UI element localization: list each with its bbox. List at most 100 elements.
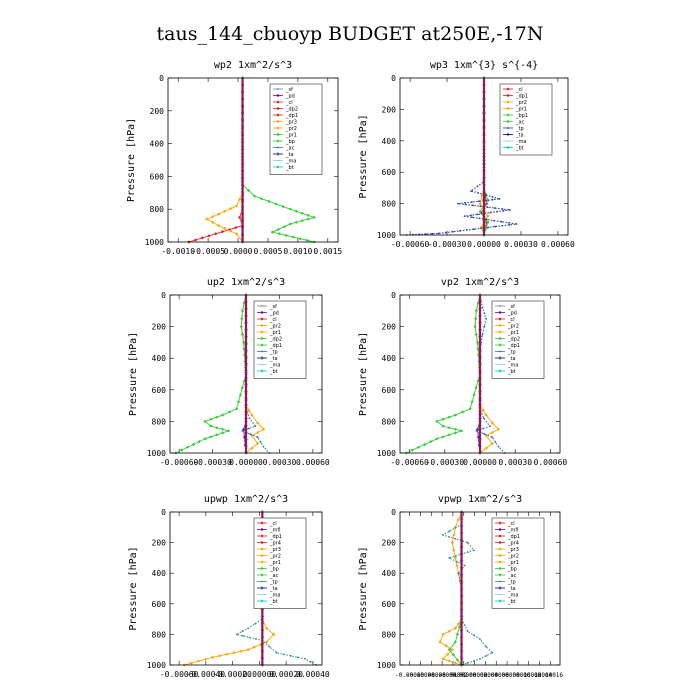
series-point: [281, 204, 285, 209]
series-point: [453, 661, 457, 665]
series-point: [476, 301, 480, 305]
series-point: [211, 220, 215, 224]
legend-label: _ma: [285, 159, 296, 165]
x-tick-label: -0.00020: [213, 670, 252, 679]
series-point: [250, 446, 254, 450]
y-tick-label: 200: [152, 539, 167, 548]
legend: _cl_mfl_dp1_pr4_pr3_pr2_pr1_bp_ac_tp_ta_…: [491, 517, 545, 609]
series-point: [254, 425, 257, 428]
legend-label: _bt: [269, 599, 278, 605]
series-point: [497, 445, 500, 448]
legend-marker: [260, 369, 264, 373]
series-point: [196, 659, 201, 663]
legend-label: _pr2: [285, 126, 297, 132]
series-point: [481, 306, 484, 309]
series-point: [242, 379, 246, 383]
series-point: [441, 417, 445, 421]
legend-label: _tp: [507, 350, 516, 356]
series-point: [476, 213, 479, 216]
legend-marker: [260, 547, 264, 551]
x-tick-label: 0.00000: [229, 458, 263, 467]
legend-marker: [276, 119, 280, 124]
series-point: [447, 415, 451, 419]
series-point: [240, 386, 244, 390]
series-point: [453, 427, 457, 431]
series-point: [448, 535, 451, 538]
series-point: [274, 202, 278, 206]
panel-title: up2 1xm^2/s^3: [207, 277, 285, 288]
series-point: [453, 626, 457, 630]
series-point: [450, 648, 454, 652]
legend-marker: [276, 106, 280, 111]
series-point: [312, 215, 316, 219]
legend-label: _dp2: [269, 337, 282, 343]
panel-1: wp2 1xm^2/s^3 Pressure [hPa] 0 200 400 600 800…: [126, 60, 342, 256]
series-point: [478, 202, 482, 206]
legend-label: _bt: [269, 369, 278, 375]
x-tick-label: -0.00008: [406, 672, 435, 679]
series-point: [470, 190, 472, 192]
legend-label: _pd: [285, 94, 295, 100]
series-point: [486, 220, 490, 225]
legend-label: _bt: [507, 369, 516, 375]
series-point: [277, 232, 281, 236]
series-point: [482, 427, 484, 430]
legend-marker: [498, 534, 502, 538]
legend-label: _dp1: [515, 94, 528, 100]
series-point: [248, 427, 250, 430]
series-point: [200, 236, 204, 240]
legend-label: _pr4: [507, 541, 519, 547]
x-tick-label: -0.00006: [417, 672, 446, 679]
series-point: [486, 206, 489, 209]
legend-label: _ma: [515, 139, 526, 145]
legend-label: _bt: [507, 599, 516, 605]
y-tick-label: 0: [161, 508, 166, 517]
series-point: [214, 232, 218, 236]
legend-marker: [498, 521, 502, 525]
series-point: [209, 435, 213, 439]
series-point: [464, 203, 467, 206]
legend: _sf_pd_cl_pr2_pr1_dp2_dp1_tp_ta_ma_bt: [253, 300, 307, 379]
legend-label: _ma: [269, 593, 280, 599]
legend-marker: [498, 599, 502, 603]
legend-label: _dp1: [269, 343, 282, 349]
series-point: [252, 194, 257, 198]
series-point: [470, 400, 474, 404]
series-point: [456, 518, 461, 522]
series-point: [448, 557, 451, 559]
series-point: [454, 526, 457, 529]
series-point: [189, 661, 193, 665]
series-point: [455, 632, 460, 636]
series-line-dp2: [405, 294, 481, 454]
series-point: [234, 204, 239, 208]
x-tick-label: 0.00010: [505, 672, 531, 679]
series-point: [242, 353, 247, 357]
series-point: [485, 654, 488, 657]
series-point: [474, 332, 478, 337]
y-tick-label: 1000: [377, 231, 396, 240]
series-point: [483, 433, 486, 435]
plot-frame: [399, 294, 561, 454]
series-point: [424, 233, 427, 235]
series-point: [248, 417, 251, 420]
y-tick-label: 1000: [377, 661, 396, 670]
legend-marker: [498, 547, 502, 551]
series-point: [239, 325, 243, 329]
x-tick-label: 0.00040: [296, 670, 330, 679]
series-point: [235, 407, 239, 411]
legend-label: _ac: [515, 120, 525, 126]
legend-marker: [506, 106, 510, 111]
series-point: [472, 549, 475, 552]
series-point: [454, 537, 457, 540]
series-point: [476, 379, 480, 383]
series-point: [410, 448, 414, 452]
series-point: [291, 235, 295, 239]
legend-marker: [276, 152, 280, 156]
series-line-tp: [441, 512, 494, 666]
y-tick-label: 800: [152, 630, 167, 639]
series-point: [490, 441, 494, 446]
legend-label: _cl: [285, 100, 293, 106]
legend-marker: [506, 113, 510, 117]
y-tick-label: 800: [152, 417, 167, 426]
legend-marker: [506, 119, 510, 124]
